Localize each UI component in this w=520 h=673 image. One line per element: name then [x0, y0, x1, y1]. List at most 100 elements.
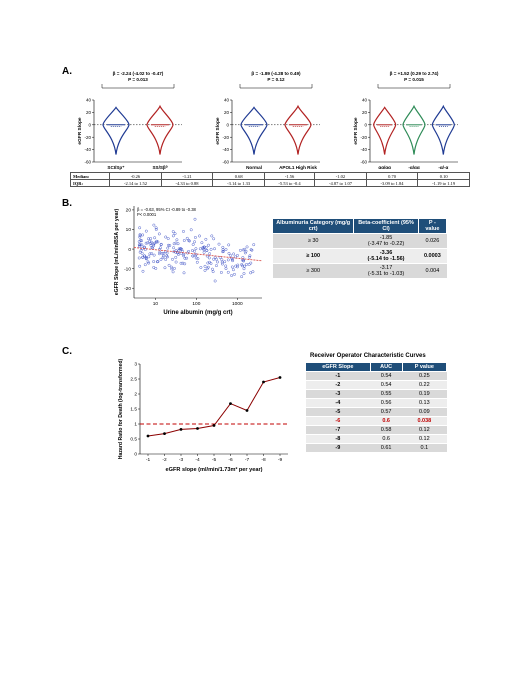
violin-shape — [240, 106, 268, 155]
scatter-point — [206, 265, 210, 269]
y-tick-label: 3 — [134, 362, 137, 368]
scatter-point — [212, 257, 216, 261]
beta-annotation: β = -2.24 (-4.02 to -0.47) — [113, 71, 164, 76]
scatter-point — [170, 265, 173, 269]
scatter-point — [202, 250, 206, 254]
scatter-point — [203, 264, 207, 268]
scatter-point — [162, 252, 166, 255]
scatter-point — [148, 239, 152, 243]
violin-shape — [402, 104, 426, 155]
x-axis-label: Urine albumin (mg/g crt) — [163, 310, 232, 316]
scatter-point — [141, 255, 145, 259]
hazard-ratio-line — [147, 377, 281, 437]
beta-value: -1.85 — [379, 235, 393, 241]
auc-cell: 0.6 — [370, 434, 403, 444]
table-row: -5 0.57 0.09 — [305, 407, 447, 417]
y-axis-label: eGFR Slope — [215, 117, 221, 145]
y-tick-label: 0.5 — [130, 437, 137, 443]
scatter-point — [231, 259, 235, 263]
scatter-point — [141, 233, 145, 237]
table-header-row: Albuminuria Category (mg/g crt) Beta-coe… — [271, 218, 448, 234]
table-row: -8 0.6 0.12 — [305, 434, 447, 444]
p-value-cell: 0.09 — [402, 407, 447, 417]
scatter-point — [152, 253, 156, 257]
header-slope: eGFR Slope — [305, 362, 371, 372]
confidence-interval: (-3.47 to -0.22) — [367, 241, 405, 247]
scatter-point — [153, 236, 157, 240]
data-point — [262, 380, 265, 384]
trend-line — [133, 247, 263, 262]
scatter-point — [160, 251, 164, 255]
scatter-point — [191, 249, 194, 252]
y-tick-label: 10 — [126, 227, 132, 233]
scatter-point — [221, 245, 225, 249]
x-tick-label: -1 — [146, 457, 151, 463]
p-annotation: P = 0.015 — [404, 77, 424, 82]
scatter-point — [182, 239, 186, 242]
scatter-point — [209, 247, 213, 251]
table-row: -1 0.54 0.25 — [305, 371, 447, 381]
iqr-row: IQR: -2.14 to 1.52 -4.33 to 0.88 -3.14 t… — [69, 179, 470, 187]
scatter-point — [138, 235, 142, 239]
scatter-point — [167, 263, 171, 267]
y-tick-label: 2 — [134, 392, 137, 398]
beta-cell: -1.85 (-3.47 to -0.22) — [353, 233, 419, 249]
panel-c-line-chart: 0 0.5 1 1.5 2 2.5 3 -1 -2 -3 -4 -5 -6 -7 -8 -9 eGFR slop… — [118, 358, 288, 473]
scatter-point — [227, 243, 231, 247]
scatter-point — [174, 255, 178, 259]
slope-cell: -5 — [305, 407, 371, 417]
auc-cell: 0.54 — [370, 371, 403, 381]
median-cell: -1.56 — [263, 172, 316, 180]
scatter-point — [173, 232, 177, 236]
x-tick-label: -2 — [162, 457, 167, 463]
y-tick-label: 20 — [86, 110, 92, 115]
scatter-point — [178, 247, 182, 251]
scatter-point — [241, 248, 245, 252]
scatter-point — [220, 258, 224, 262]
violin-shape — [373, 106, 397, 155]
data-point — [245, 409, 249, 412]
x-tick-label: 10 — [153, 301, 159, 307]
violin-shape — [102, 106, 130, 155]
beta-annotation: β = -1.89 (-4.28 to 0.49) — [251, 71, 301, 76]
scatter-point — [216, 260, 219, 264]
y-tick-label: -40 — [222, 147, 229, 152]
scatter-point — [226, 258, 230, 262]
scatter-point — [152, 260, 156, 263]
table-row: ≥ 300 -3.17 (-5.31 to -1.03) 0.004 — [272, 263, 447, 279]
category-cell: ≥ 300 — [272, 263, 354, 279]
scatter-point — [179, 261, 183, 265]
scatter-point — [245, 245, 249, 249]
data-point — [163, 432, 166, 435]
slope-cell: -6 — [305, 416, 371, 426]
scatter-point — [233, 255, 237, 259]
header-category: Albuminuria Category (mg/g crt) — [271, 218, 355, 234]
scatter-point — [206, 261, 210, 265]
scatter-point — [215, 264, 218, 268]
y-tick-label: 40 — [224, 98, 230, 103]
median-cell: -1.21 — [160, 172, 214, 180]
auc-cell: 0.58 — [370, 425, 403, 435]
y-tick-label: 1 — [134, 422, 137, 428]
scatter-point — [140, 243, 144, 247]
iqr-label: IQR: — [69, 179, 111, 187]
median-cell: 0.68 — [212, 172, 265, 180]
scatter-point — [239, 248, 242, 252]
p-value-cell: 0.22 — [402, 380, 447, 390]
scatter-point — [177, 247, 181, 251]
scatter-point — [249, 261, 253, 265]
y-tick-label: 2.5 — [130, 377, 137, 383]
scatter-point — [144, 257, 148, 261]
p-value-cell: 0.1 — [402, 443, 447, 453]
scatter-point — [247, 255, 251, 259]
scatter-point — [159, 258, 163, 261]
y-tick-label: -10 — [124, 266, 131, 272]
scatter-point — [139, 248, 143, 252]
violin-shape — [431, 104, 455, 155]
scatter-point — [138, 234, 142, 238]
median-cell: 0.10 — [417, 172, 470, 180]
scatter-point — [171, 234, 175, 238]
slope-cell: -4 — [305, 398, 371, 408]
scatter-point — [152, 223, 156, 227]
y-tick-label: 20 — [224, 110, 230, 115]
